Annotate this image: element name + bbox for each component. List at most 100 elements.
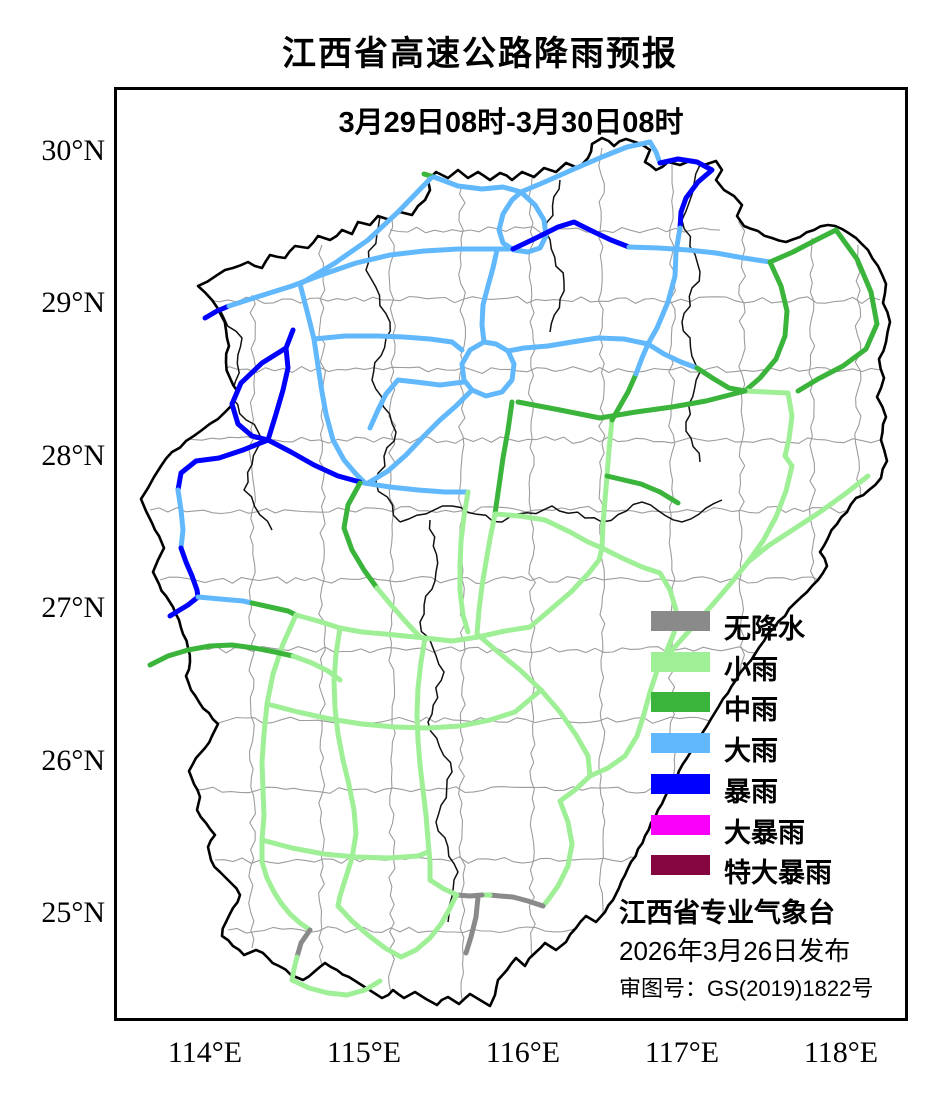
highway-segment-none <box>294 927 313 960</box>
highway-segment-light <box>259 612 313 933</box>
highway-segment-light <box>374 585 423 640</box>
highway-segment-moderate <box>492 399 515 517</box>
highway-segment-moderate <box>147 642 296 668</box>
lat-tick-label: 27°N <box>41 591 105 624</box>
highway-segment-heavy <box>647 139 663 166</box>
lat-tick-label: 28°N <box>41 439 105 472</box>
lon-tick-label: 114°E <box>167 1036 243 1069</box>
highway-segment-light <box>335 895 458 960</box>
highway-segment-storm <box>167 594 201 619</box>
lat-tick-label: 25°N <box>41 896 105 929</box>
highway-segment-light <box>745 463 795 565</box>
highway-segment-heavy <box>297 175 434 287</box>
legend-swatch-extreme <box>651 855 710 876</box>
highway-segment-heavy <box>431 174 524 195</box>
lat-tick-label: 26°N <box>41 744 105 777</box>
lon-tick-label: 118°E <box>803 1036 879 1069</box>
legend-label: 大雨 <box>724 736 778 767</box>
highway-segment-heavy <box>195 594 255 606</box>
lat-tick-label: 29°N <box>41 286 105 319</box>
legend-label: 特大暴雨 <box>724 858 832 889</box>
highway-segment-heavy <box>175 487 186 551</box>
legend-swatch-none <box>651 611 710 631</box>
highway-segment-heavy <box>505 335 651 354</box>
highway-segment-light <box>474 631 593 779</box>
highway-segment-moderate <box>795 227 880 394</box>
highway-segment-heavy <box>518 139 653 195</box>
legend-label: 小雨 <box>724 654 778 685</box>
highway-segment-storm <box>510 219 632 252</box>
legend-swatch-moderate <box>651 692 710 713</box>
highway-segment-light <box>259 837 431 861</box>
highway-segment-light <box>540 798 575 909</box>
highway-segment-light <box>492 511 605 551</box>
highway-segment-heavy <box>311 336 367 485</box>
highway-segment-heavy <box>633 341 651 377</box>
highway-segment-storm <box>175 437 271 493</box>
highway-segment-heavy <box>226 246 516 309</box>
highway-segment-light <box>331 625 359 909</box>
highway-segment-heavy <box>626 244 773 265</box>
highway-segment-light <box>527 545 605 630</box>
highway-network <box>147 139 880 998</box>
legend-label: 中雨 <box>724 695 778 726</box>
forecast-period-subtitle: 3月29日08时-3月30日08时 <box>338 107 684 139</box>
highway-segment-light <box>293 612 428 641</box>
highway-segment-heavy <box>361 480 471 495</box>
highway-segment-moderate <box>604 473 681 506</box>
page-title: 江西省高速公路降雨预报 <box>282 35 678 73</box>
highway-segment-light <box>414 635 433 883</box>
highway-segment-light <box>427 877 460 898</box>
legend-swatch-severe <box>651 814 710 835</box>
legend-label: 暴雨 <box>724 776 778 807</box>
highway-segment-storm <box>229 345 289 443</box>
highway-segment-light <box>557 773 593 804</box>
highway-segment-light <box>782 390 795 469</box>
highway-segment-heavy <box>365 387 475 486</box>
highway-segment-storm <box>178 545 201 600</box>
highway-segment-moderate <box>515 388 748 421</box>
highway-segment-storm <box>657 156 715 231</box>
lon-tick-label: 116°E <box>485 1036 561 1069</box>
highway-segment-light <box>457 489 471 635</box>
highway-segment-light <box>742 388 791 396</box>
highway-segment-heavy <box>311 333 465 353</box>
highway-segment-moderate <box>767 227 839 265</box>
highway-segment-none <box>463 894 481 956</box>
highway-segment-none <box>487 892 546 909</box>
highway-segment-moderate <box>341 480 380 591</box>
agency-credit: 江西省专业气象台 <box>619 898 835 928</box>
highway-segment-moderate <box>249 600 299 618</box>
highway-segment-heavy <box>645 341 700 371</box>
legend-swatch-light <box>651 651 710 672</box>
highway-segment-heavy <box>367 377 467 431</box>
highway-segment-moderate <box>742 259 790 394</box>
highway-segment-moderate <box>694 365 748 394</box>
highway-segment-light <box>289 977 383 998</box>
highway-segment-moderate <box>609 371 639 423</box>
legend-swatch-storm <box>651 773 710 794</box>
map-frame-border <box>114 87 908 1021</box>
map-approval-number: 审图号：GS(2019)1822号 <box>619 976 874 1001</box>
highway-segment-storm <box>265 327 296 443</box>
highway-segment-light <box>264 687 544 731</box>
highway-segment-heavy <box>479 247 500 345</box>
lat-tick-label: 30°N <box>41 134 105 167</box>
legend-label: 无降水 <box>724 614 805 644</box>
lon-tick-label: 117°E <box>644 1036 720 1069</box>
highway-segment-light <box>290 653 343 683</box>
legend-label: 大暴雨 <box>724 817 805 848</box>
highway-segment-heavy <box>496 189 549 255</box>
issue-date: 2026年3月26日发布 <box>619 936 851 966</box>
highway-segment-heavy <box>297 281 317 342</box>
highway-segment-light <box>745 473 871 565</box>
lon-tick-label: 115°E <box>326 1036 402 1069</box>
legend-swatch-heavy <box>651 733 710 754</box>
highway-segment-light <box>599 417 615 551</box>
highway-segment-light <box>474 511 498 637</box>
highway-segment-storm <box>202 303 232 321</box>
highway-segment-light <box>289 954 300 983</box>
highway-segment-storm <box>265 437 363 485</box>
